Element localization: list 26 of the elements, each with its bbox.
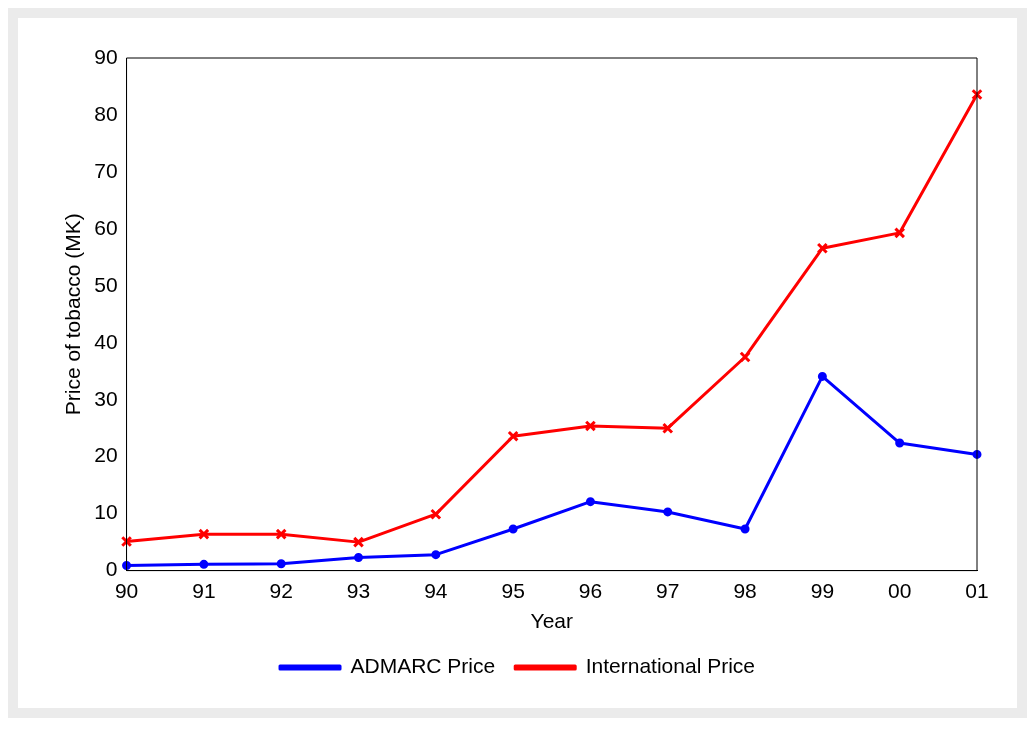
y-tick-label: 10: [94, 500, 118, 524]
y-tick-label: 0: [105, 557, 118, 581]
y-axis-title: Price of tobacco (MK): [61, 213, 85, 416]
x-tick-label: 93: [346, 579, 371, 602]
y-tick-label: 90: [94, 44, 118, 68]
legend-label: International Price: [585, 654, 755, 678]
x-tick-label: 97: [656, 579, 680, 602]
y-tick-label: 60: [94, 215, 118, 239]
x-tick-label: 92: [269, 579, 293, 602]
x-tick-label: 99: [810, 579, 835, 602]
y-tick-label: 80: [94, 101, 118, 125]
x-axis-title: Year: [530, 609, 573, 633]
x-tick-label: 91: [192, 579, 216, 602]
y-tick-label: 30: [94, 386, 118, 410]
x-tick-label: 00: [888, 579, 912, 602]
x-tick-label: 90: [114, 579, 139, 602]
x-tick-label: 95: [501, 579, 525, 602]
y-tick-label: 50: [94, 272, 118, 296]
y-tick-label: 20: [94, 443, 118, 467]
y-tick-label: 40: [94, 329, 118, 353]
y-tick-label: 70: [94, 158, 118, 182]
legend-label: ADMARC Price: [350, 654, 496, 678]
x-tick-label: 96: [578, 579, 603, 602]
x-tick-label: 94: [424, 579, 448, 602]
x-tick-label: 98: [733, 579, 757, 602]
x-tick-label: 01: [965, 579, 989, 602]
